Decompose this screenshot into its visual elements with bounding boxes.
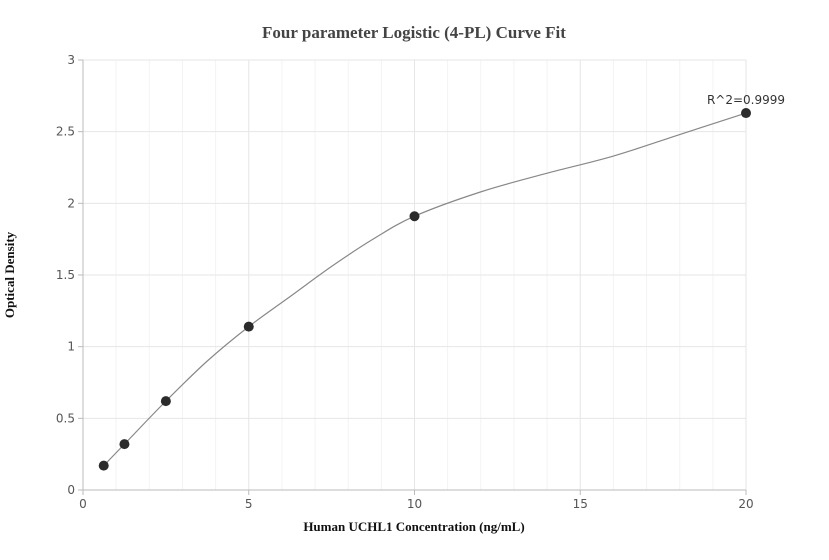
data-point xyxy=(98,460,109,471)
x-tick-label: 15 xyxy=(573,497,588,511)
y-tick-label: 3 xyxy=(67,53,75,67)
y-tick-label: 2 xyxy=(67,196,75,210)
x-tick-label: 0 xyxy=(79,497,87,511)
data-point xyxy=(119,439,130,450)
data-point xyxy=(741,108,751,119)
data-point xyxy=(409,211,420,222)
axes xyxy=(78,59,747,495)
r-squared-annotation: R^2=0.9999 xyxy=(707,93,785,107)
y-tick-label: 1 xyxy=(67,340,75,354)
x-tick-label: 20 xyxy=(738,497,753,511)
y-tick-label: 1.5 xyxy=(56,268,75,282)
x-tick-label: 10 xyxy=(407,497,422,511)
grid xyxy=(83,59,747,490)
fit-curve xyxy=(103,112,747,467)
data-points xyxy=(98,108,751,471)
data-point xyxy=(160,396,171,407)
chart-title: Four parameter Logistic (4-PL) Curve Fit xyxy=(262,23,566,42)
x-tick-label: 5 xyxy=(245,497,253,511)
y-tick-label: 0.5 xyxy=(56,411,75,425)
data-point xyxy=(243,321,254,332)
y-axis-title: Optical Density xyxy=(2,231,17,318)
tick-labels: 0 0.5 1 1.5 2 2.5 3 0 5 10 15 20 xyxy=(56,53,754,511)
y-tick-label: 0 xyxy=(67,483,75,497)
x-axis-title: Human UCHL1 Concentration (ng/mL) xyxy=(303,519,524,534)
y-tick-label: 2.5 xyxy=(56,125,75,139)
